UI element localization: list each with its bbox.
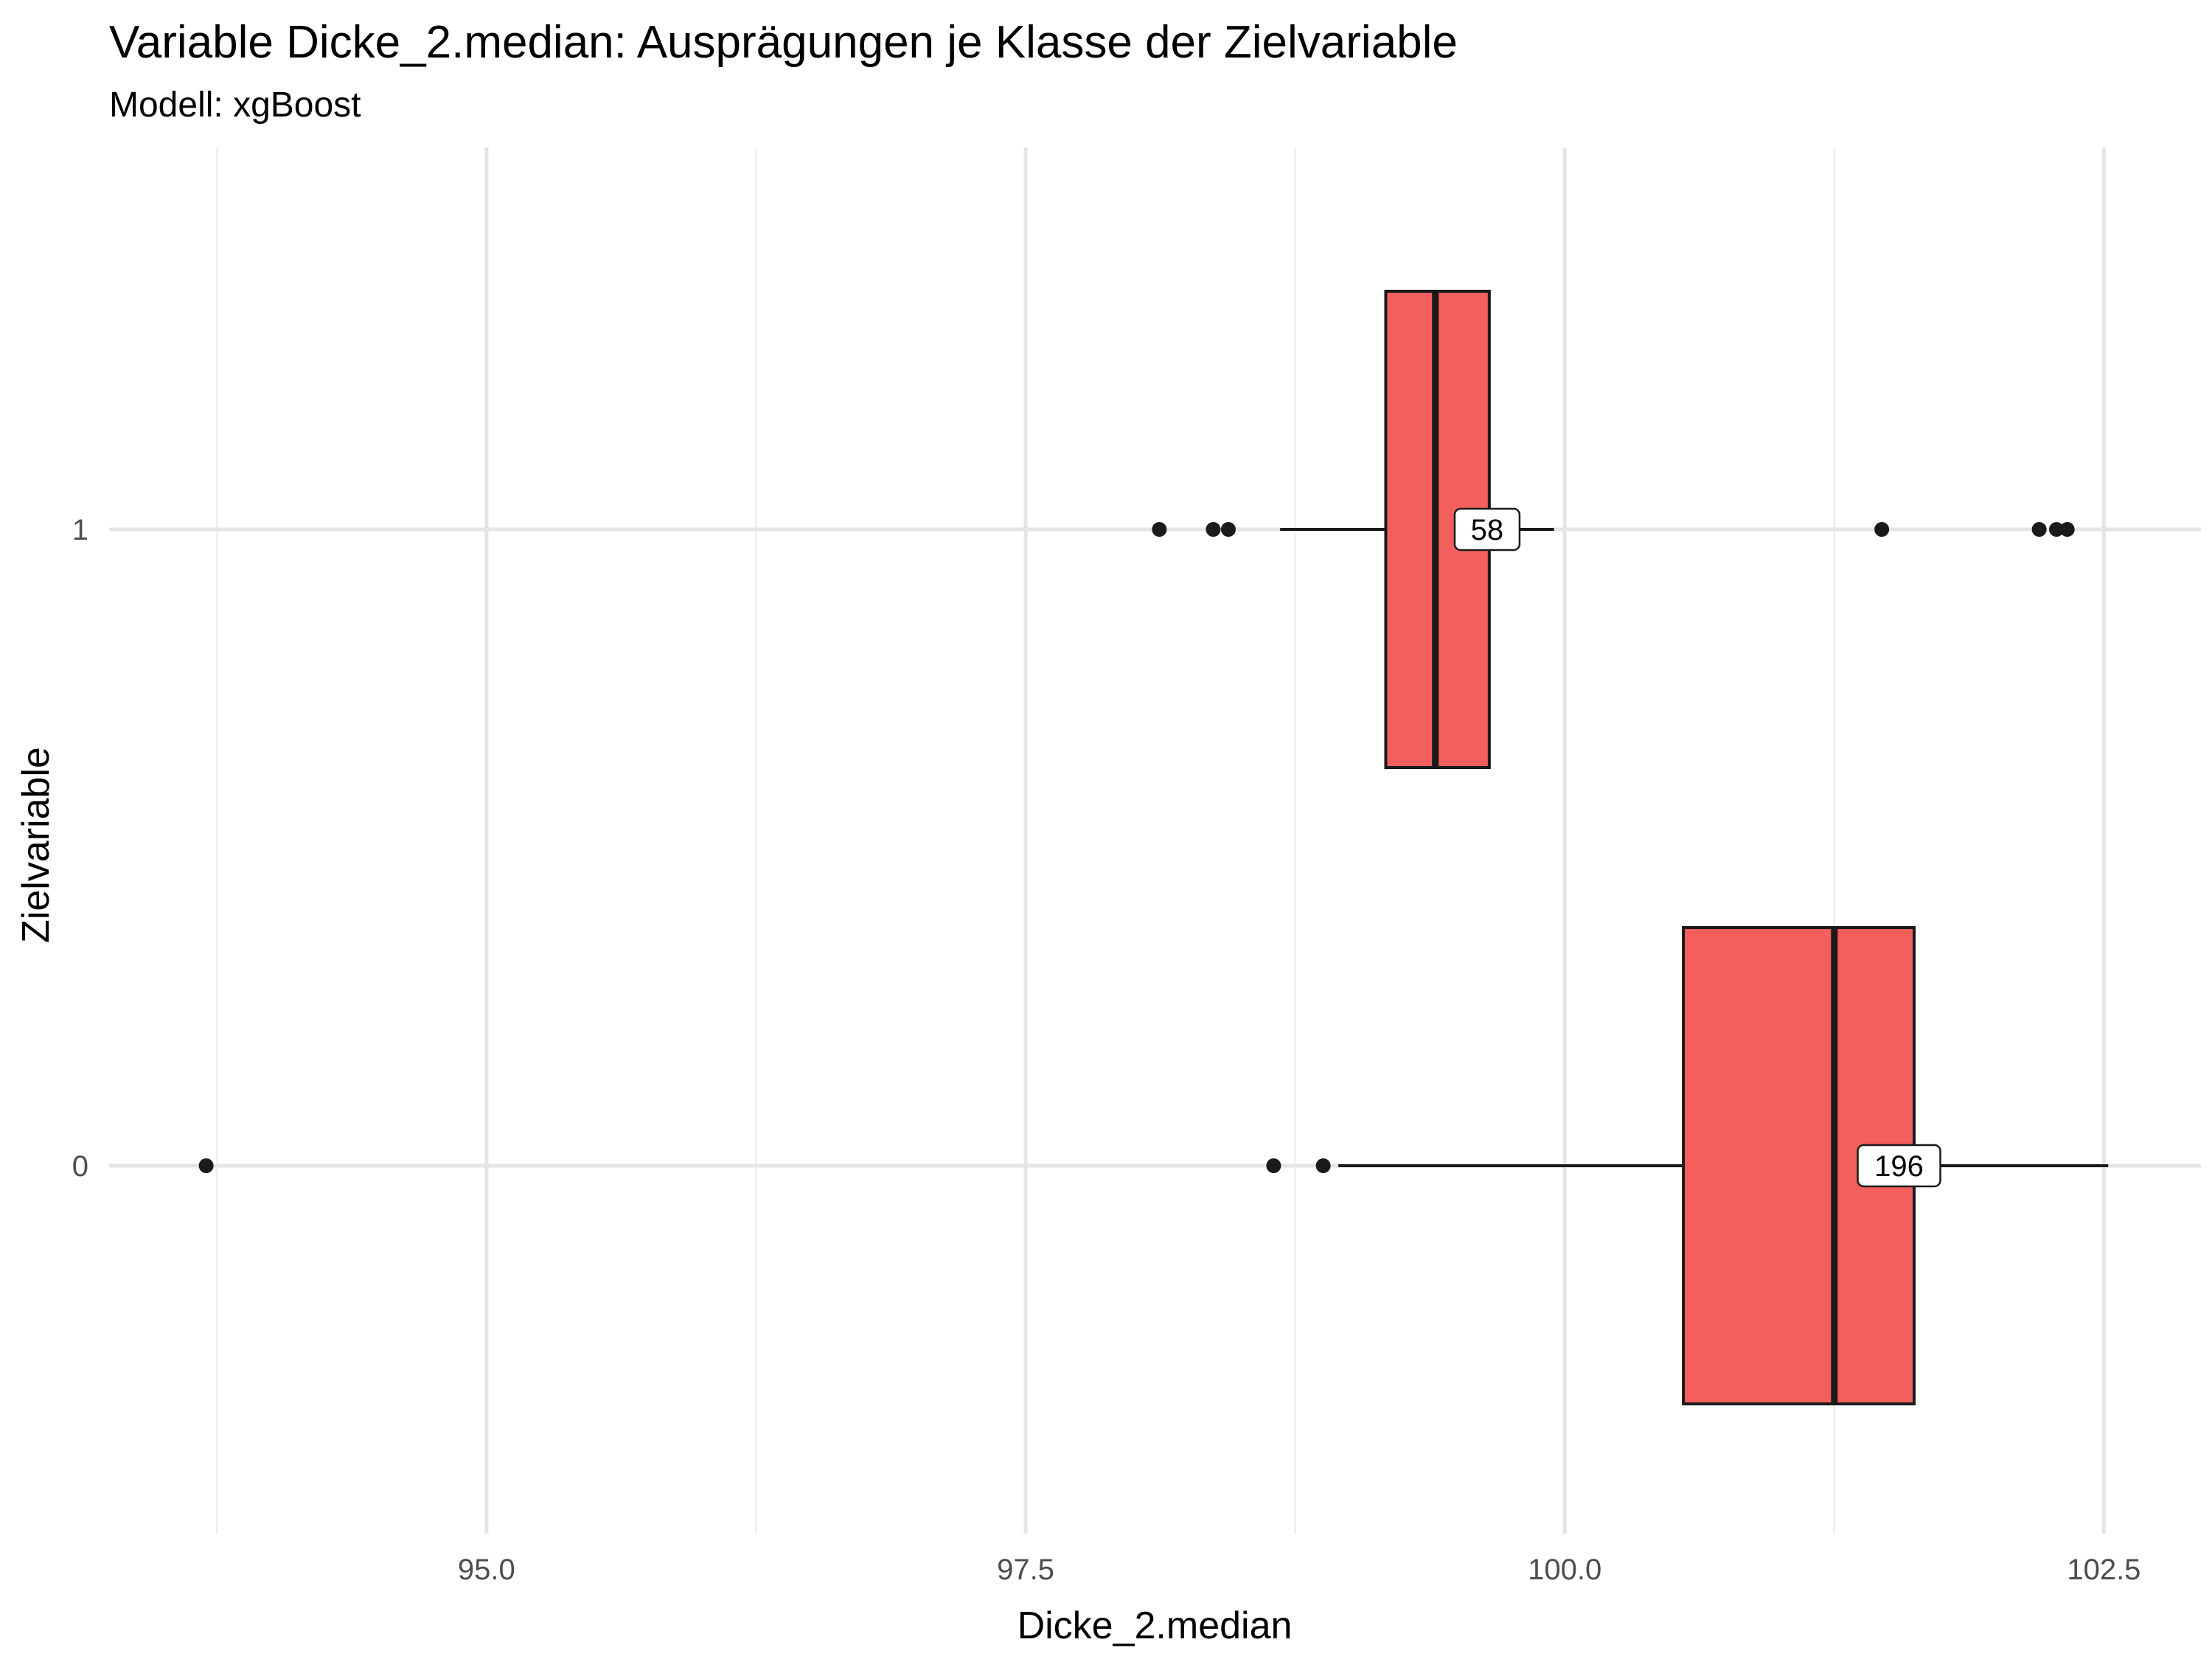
outlier-point	[2031, 522, 2047, 537]
x-tick-label: 100.0	[1528, 1554, 1601, 1586]
outlier-point	[2049, 522, 2065, 537]
x-axis-ticks: 95.0 97.5 100.0 102.5	[458, 1554, 2141, 1586]
x-tick-label: 102.5	[2067, 1554, 2140, 1586]
outlier-point	[2059, 522, 2075, 537]
box-group-0: 196	[198, 926, 2109, 1405]
outlier-point	[1315, 1158, 1331, 1173]
count-label-box	[1857, 1144, 1941, 1188]
chart-title: Variable Dicke_2.median: Ausprägungen je…	[109, 17, 1458, 68]
boxplot-series: 196 58	[198, 290, 2109, 1405]
count-label-box	[1453, 507, 1521, 552]
outlier-point	[198, 1158, 214, 1173]
outlier-point	[1220, 522, 1236, 537]
chart-subtitle: Modell: xgBoost	[109, 86, 361, 125]
outlier-point	[1152, 522, 1167, 537]
y-tick-label: 0	[72, 1150, 88, 1183]
outlier-point	[1206, 522, 1221, 537]
x-axis-title: Dicke_2.median	[1018, 1604, 1293, 1647]
box-group-1: 58	[1152, 290, 2075, 769]
y-axis-title: Zielvariable	[15, 747, 58, 943]
count-label: 58	[1471, 514, 1504, 546]
y-axis-ticks: 01	[72, 514, 88, 1183]
y-tick-label: 1	[72, 514, 88, 546]
outlier-point	[1874, 522, 1890, 537]
outlier-point	[1266, 1158, 1281, 1173]
count-label: 196	[1874, 1150, 1924, 1183]
x-tick-label: 97.5	[997, 1554, 1054, 1586]
x-tick-label: 95.0	[458, 1554, 515, 1586]
